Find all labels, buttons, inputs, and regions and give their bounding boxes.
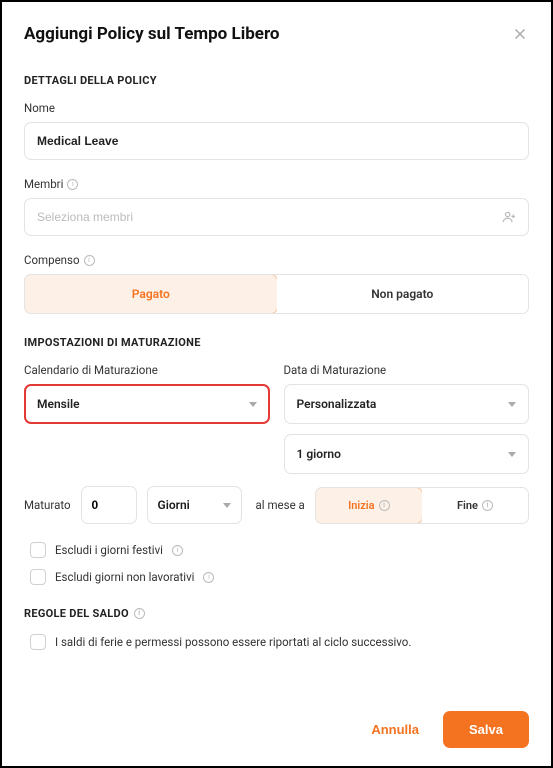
accrued-label: Maturato [24,498,71,512]
members-input[interactable] [24,198,529,236]
exclude-holidays-label: Escludi i giorni festivi [55,543,163,557]
accrued-value-input[interactable] [81,486,137,524]
cancel-button[interactable]: Annulla [363,712,427,747]
accrual-day-value: 1 giorno [297,447,341,461]
info-icon: i [379,500,390,511]
section-balance-rules: REGOLE DEL SALDO i [24,607,529,620]
accrued-unit-select[interactable]: Giorni [147,486,242,524]
end-label: Fine [457,499,478,512]
chevron-down-icon [223,503,231,508]
info-icon: i [84,255,95,266]
exclude-holidays-checkbox[interactable] [30,542,46,558]
chevron-down-icon [508,452,516,457]
compensation-label: Compenso i [24,253,529,267]
carryover-label: I saldi di ferie e permessi possono esse… [55,635,411,649]
exclude-nonworking-label: Escludi giorni non lavorativi [55,570,194,584]
accrual-schedule-value: Mensile [37,397,80,411]
close-icon[interactable] [511,25,529,43]
section-accrual-settings: IMPOSTAZIONI DI MATURAZIONE [24,336,529,349]
info-icon: i [172,545,183,556]
members-label-text: Membri [24,177,63,191]
add-user-icon[interactable] [502,210,517,225]
per-month-label: al mese a [256,498,305,512]
accrual-day-select[interactable]: 1 giorno [284,434,530,474]
members-label: Membri i [24,177,529,191]
name-label: Nome [24,101,529,115]
info-icon: i [134,608,145,619]
accrual-schedule-select[interactable]: Mensile [24,384,270,424]
compensation-paid[interactable]: Pagato [24,274,278,314]
balance-rules-text: REGOLE DEL SALDO [24,607,129,620]
accrual-date-select[interactable]: Personalizzata [284,384,530,424]
carryover-checkbox[interactable] [30,634,46,650]
exclude-nonworking-checkbox[interactable] [30,569,46,585]
chevron-down-icon [249,402,257,407]
compensation-label-text: Compenso [24,253,80,267]
section-policy-details: DETTAGLI DELLA POLICY [24,74,529,87]
info-icon: i [482,500,493,511]
chevron-down-icon [508,402,516,407]
save-button[interactable]: Salva [443,711,529,748]
start-label: Inizia [348,499,375,512]
accrued-unit-value: Giorni [158,498,190,512]
start-end-toggle: Inizia i Fine i [315,487,529,524]
compensation-unpaid[interactable]: Non pagato [277,275,529,313]
dialog-title: Aggiungi Policy sul Tempo Libero [24,24,280,44]
accrual-date-label: Data di Maturazione [284,363,530,377]
name-input[interactable] [24,122,529,160]
info-icon: i [203,572,214,583]
start-button[interactable]: Inizia i [315,487,423,524]
compensation-toggle: Pagato Non pagato [24,274,529,314]
info-icon: i [67,179,78,190]
accrual-schedule-label: Calendario di Maturazione [24,363,270,377]
end-button[interactable]: Fine i [422,488,528,523]
accrual-date-value: Personalizzata [297,397,377,411]
